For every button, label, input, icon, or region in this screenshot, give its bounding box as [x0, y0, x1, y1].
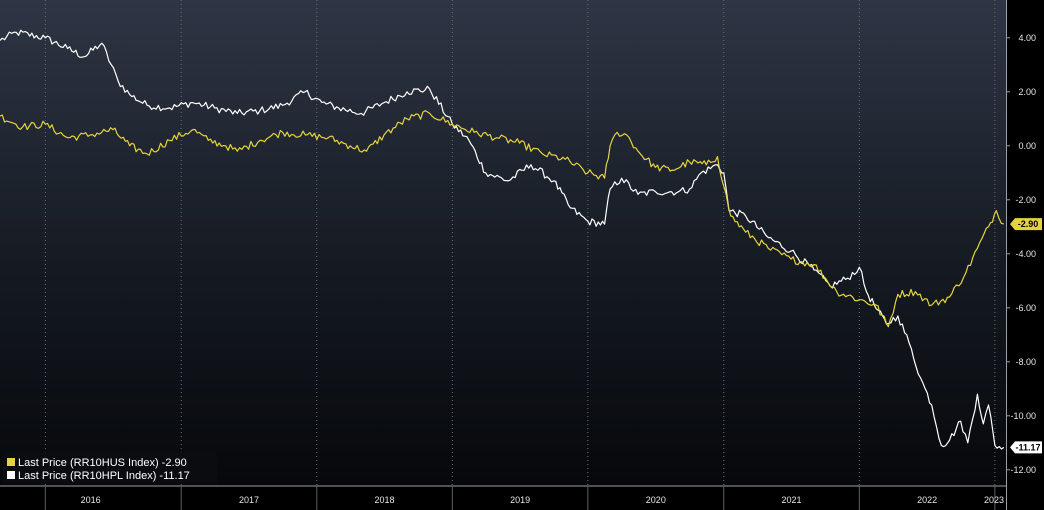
y-tick-label: -6.00: [1015, 303, 1036, 313]
legend-entry: Last Price (RR10HUS Index) -2.90: [18, 457, 187, 469]
legend-swatch: [7, 458, 15, 466]
y-tick-label: -8.00: [1015, 357, 1036, 367]
y-tick-label: -4.00: [1015, 249, 1036, 259]
x-tick-label-2022: 2022: [917, 495, 937, 505]
y-tick-label: -10.00: [1010, 411, 1036, 421]
x-tick-label-2021: 2021: [782, 495, 802, 505]
legend-background: [3, 452, 217, 484]
y-tick-label: -2.00: [1015, 195, 1036, 205]
x-tick-label-2018: 2018: [375, 495, 395, 505]
x-tick-label-2016: 2016: [81, 495, 101, 505]
series-line-rr10hpl: [0, 29, 1005, 450]
y-tick-label: 0.00: [1018, 141, 1036, 151]
x-tick-label-2023: 2023: [984, 495, 1004, 505]
legend-swatch: [7, 471, 15, 479]
plot-background: [0, 0, 1006, 486]
x-tick-label-2019: 2019: [510, 495, 530, 505]
y-tick-label: 2.00: [1018, 87, 1036, 97]
x-tick-label-2017: 2017: [239, 495, 259, 505]
legend-entry: Last Price (RR10HPL Index) -11.17: [18, 470, 190, 482]
badge-label: -2.90: [1018, 219, 1039, 229]
x-tick-label-2020: 2020: [646, 495, 666, 505]
y-tick-label: -12.00: [1010, 465, 1036, 475]
last-value-badge-rr10hus: -2.90: [1010, 218, 1042, 231]
badge-label: -11.17: [1015, 442, 1040, 452]
y-tick-label: 4.00: [1018, 33, 1036, 43]
badge-shape: [1010, 441, 1042, 454]
last-value-badge-rr10hpl: -11.17: [1010, 441, 1042, 454]
series-line-rr10hus: [0, 110, 1004, 328]
badge-shape: [1010, 218, 1042, 231]
